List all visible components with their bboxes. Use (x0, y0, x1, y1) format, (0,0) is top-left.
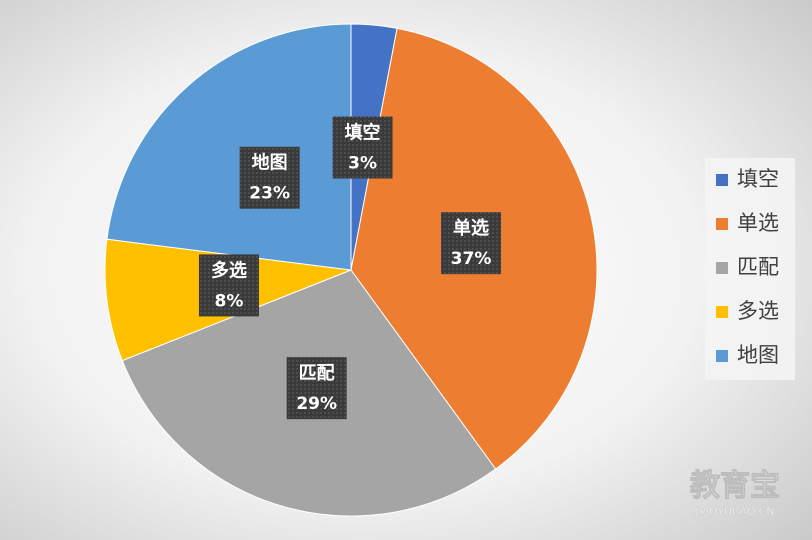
watermark-text: 教育宝 (690, 469, 780, 504)
data-label-category: 地图 (252, 152, 288, 174)
data-label-value: 29% (296, 394, 337, 414)
watermark-url: JIAOYUBAO.CN (694, 505, 774, 518)
data-label-box (286, 357, 347, 420)
data-label-category: 单选 (453, 217, 489, 239)
legend-label: 多选 (737, 299, 779, 323)
data-label-category: 填空 (345, 122, 381, 144)
legend-label: 单选 (737, 211, 779, 235)
data-label-category: 匹配 (299, 363, 335, 384)
data-label-box (239, 146, 300, 209)
legend-label: 匹配 (737, 255, 779, 279)
data-label-value: 37% (451, 249, 492, 269)
legend-swatch (716, 262, 728, 274)
data-label-value: 23% (249, 184, 290, 204)
data-label-box (198, 254, 259, 317)
legend-swatch (716, 218, 728, 230)
data-label-value: 3% (348, 154, 377, 174)
legend-swatch (716, 350, 728, 362)
legend-swatch (716, 306, 728, 318)
data-label-box (332, 116, 393, 179)
pie (104, 23, 598, 517)
data-labels: 填空 3% 单选 37% 匹配 29% 多选 8% 地图 23% (198, 116, 502, 420)
legend-label: 填空 (737, 167, 779, 191)
data-label-category: 多选 (211, 259, 247, 281)
legend-swatch (716, 174, 728, 186)
legend-label: 地图 (737, 343, 779, 367)
data-label-value: 8% (215, 291, 244, 311)
data-label-box (441, 212, 502, 275)
